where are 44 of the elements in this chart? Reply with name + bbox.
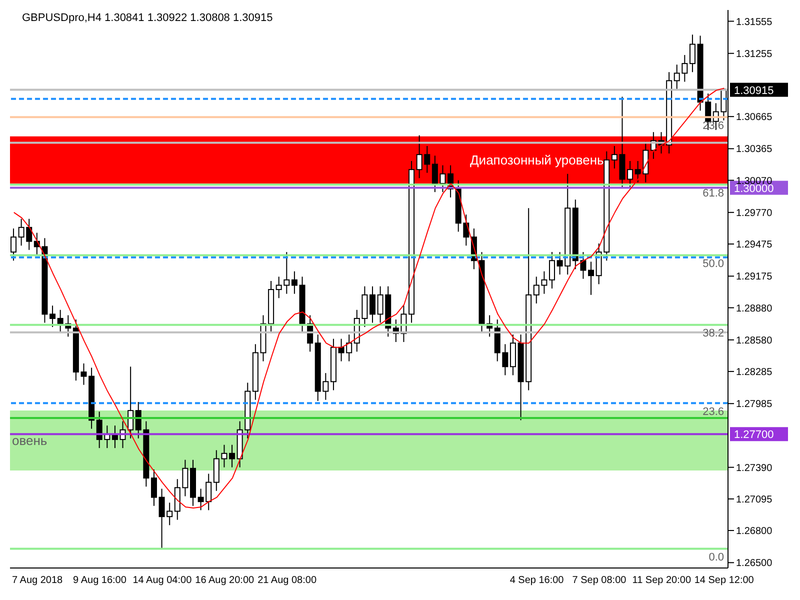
y-tick-label: 1.29475 xyxy=(736,240,773,251)
x-tick-label: 4 Sep 16:00 xyxy=(510,575,564,586)
y-tick-label: 1.27985 xyxy=(736,399,773,410)
candlestick xyxy=(370,286,376,324)
ref-line-label: 1.27700 xyxy=(734,429,774,442)
x-tick-label: 11 Sep 20:00 xyxy=(632,575,692,586)
x-tick-label: 7 Aug 2018 xyxy=(12,575,64,586)
y-tick-label: 1.29175 xyxy=(736,272,773,283)
y-tick-label: 1.28580 xyxy=(736,335,773,346)
y-tick-label: 1.28880 xyxy=(736,303,773,314)
y-tick-label: 1.29770 xyxy=(736,208,773,219)
x-tick-label: 21 Aug 08:00 xyxy=(258,575,317,586)
annotation: 0.0 xyxy=(708,552,724,564)
y-tick-label: 1.31555 xyxy=(736,16,773,28)
candlestick xyxy=(150,468,157,506)
chart-title: GBPUSDpro,H4 1.30841 1.30922 1.30808 1.30915 xyxy=(22,12,273,24)
annotation: 50.0 xyxy=(702,258,724,270)
y-tick-label: 1.30365 xyxy=(736,144,773,156)
x-tick-label: 14 Sep 12:00 xyxy=(694,575,754,586)
candlestick xyxy=(10,228,16,262)
y-tick-label: 1.27095 xyxy=(736,494,773,506)
band-label: Диапозонный уровень xyxy=(470,152,604,168)
band-label: овень xyxy=(12,433,48,448)
candlestick xyxy=(549,252,555,289)
candlestick xyxy=(588,261,594,296)
annotation: 38.2 xyxy=(702,328,724,340)
y-tick-label: 1.28285 xyxy=(736,367,773,378)
x-tick-label: 9 Aug 16:00 xyxy=(73,575,127,586)
candlestick xyxy=(627,160,634,188)
candlestick xyxy=(510,334,516,376)
ref-line-label: 1.30915 xyxy=(734,84,774,97)
y-tick-label: 1.26500 xyxy=(736,558,773,570)
y-tick-label: 1.26800 xyxy=(736,526,773,538)
x-tick-label: 16 Aug 20:00 xyxy=(195,575,255,586)
y-tick-label: 1.30665 xyxy=(736,112,773,124)
y-tick-label: 1.27390 xyxy=(736,462,773,474)
candlestick xyxy=(50,305,56,328)
x-tick-label: 14 Aug 04:00 xyxy=(132,575,192,586)
x-tick-label: 7 Sep 08:00 xyxy=(572,575,627,586)
candlestick xyxy=(229,444,236,468)
annotation: 61.8 xyxy=(702,187,724,200)
candlestick xyxy=(689,34,696,73)
y-tick-label: 1.31255 xyxy=(736,48,773,60)
candlestick xyxy=(291,270,298,294)
